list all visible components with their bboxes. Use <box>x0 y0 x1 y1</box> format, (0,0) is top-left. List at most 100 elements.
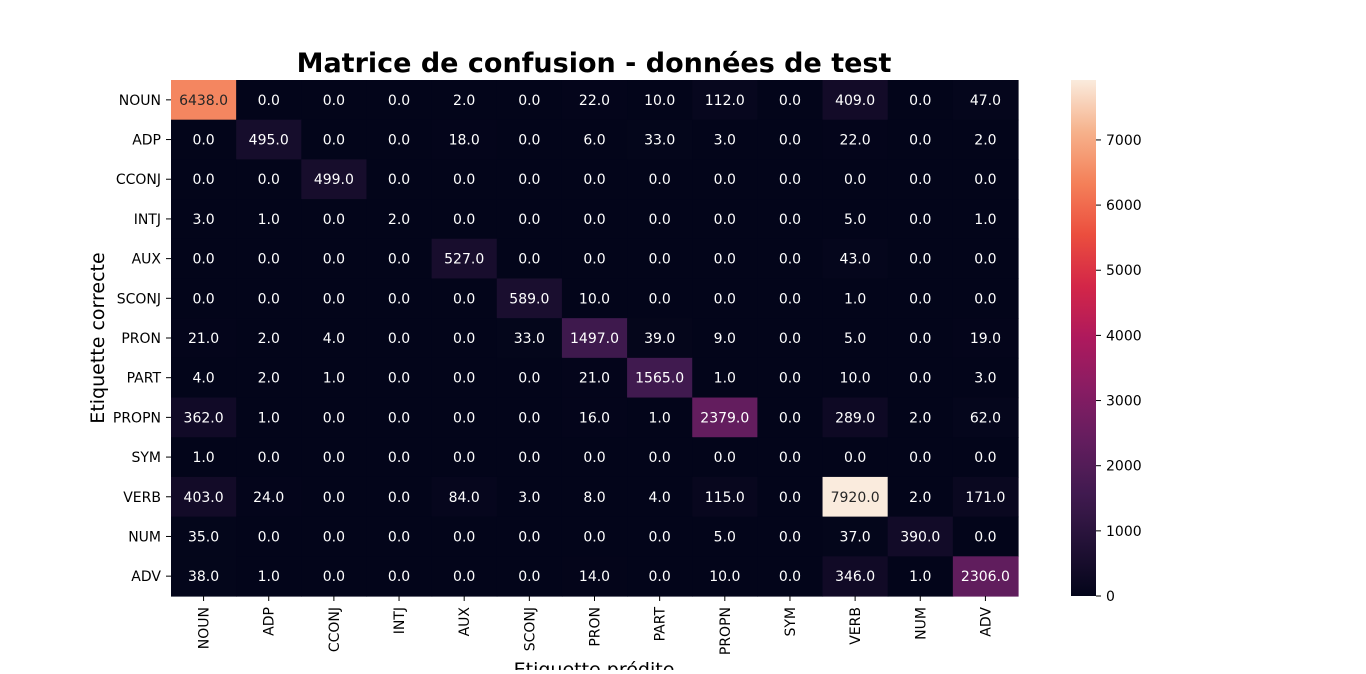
heatmap-cell <box>171 516 237 557</box>
heatmap-cell <box>236 119 302 160</box>
heatmap-cell <box>431 278 498 319</box>
heatmap-cell <box>757 318 824 359</box>
cell-value-label: 47.0 <box>970 93 1001 109</box>
y-tick-label: VERB <box>123 490 161 506</box>
heatmap-cell <box>236 357 302 399</box>
cell-value-label: 10.0 <box>709 569 740 585</box>
cell-value-label: 0.0 <box>388 410 410 426</box>
cell-value-label: 171.0 <box>965 490 1005 506</box>
heatmap-cell <box>496 556 563 597</box>
cell-value-label: 84.0 <box>449 490 480 506</box>
heatmap-cell <box>627 80 693 121</box>
heatmap-cell <box>887 516 954 557</box>
cell-value-label: 0.0 <box>779 410 801 426</box>
cell-value-label: 0.0 <box>453 410 475 426</box>
cell-value-label: 0.0 <box>649 252 671 268</box>
x-tick-label: SYM <box>783 607 799 637</box>
cell-value-label: 390.0 <box>900 529 940 545</box>
x-tick-label: INTJ <box>392 607 408 634</box>
cell-value-label: 10.0 <box>644 93 675 109</box>
colorbar <box>1071 80 1096 596</box>
heatmap-cell <box>431 199 498 240</box>
heatmap-cell <box>627 516 693 557</box>
cell-value-label: 0.0 <box>974 172 996 188</box>
x-tick-label: ADP <box>262 607 278 636</box>
heatmap-cell <box>757 119 824 160</box>
heatmap-cell <box>171 476 237 518</box>
heatmap-cell <box>627 278 693 319</box>
heatmap-cell <box>236 199 302 240</box>
cell-value-label: 403.0 <box>184 490 224 506</box>
heatmap-cell <box>757 159 824 200</box>
heatmap-cell <box>236 437 302 478</box>
heatmap-cell <box>236 238 302 280</box>
heatmap-cell <box>757 556 824 597</box>
heatmap-cell <box>366 318 433 359</box>
heatmap-cell <box>757 199 824 240</box>
cell-value-label: 8.0 <box>583 490 605 506</box>
y-tick-label: CCONJ <box>116 172 161 188</box>
heatmap-cell <box>496 318 563 359</box>
cell-value-label: 0.0 <box>779 371 801 387</box>
cell-value-label: 0.0 <box>388 93 410 109</box>
heatmap-cell <box>301 397 368 438</box>
cell-value-label: 0.0 <box>909 133 931 149</box>
cell-value-label: 21.0 <box>579 371 610 387</box>
x-tick-label: CCONJ <box>327 607 343 652</box>
heatmap-cell <box>496 397 563 438</box>
heatmap-cell <box>171 119 237 160</box>
cell-value-label: 4.0 <box>192 371 214 387</box>
heatmap-cell <box>366 476 433 518</box>
cell-value-label: 0.0 <box>714 212 736 228</box>
cell-value-label: 0.0 <box>714 450 736 466</box>
cell-value-label: 2.0 <box>258 371 280 387</box>
heatmap-cell <box>171 437 237 478</box>
cell-value-label: 0.0 <box>583 172 605 188</box>
heatmap-cell <box>692 516 758 557</box>
heatmap-cell <box>561 80 628 121</box>
colorbar-tick-label: 1000 <box>1106 524 1142 540</box>
cell-value-label: 409.0 <box>835 93 875 109</box>
heatmap-cell <box>822 357 889 399</box>
cell-value-label: 0.0 <box>518 529 540 545</box>
heatmap-cell <box>952 318 1019 359</box>
cell-value-label: 0.0 <box>323 450 345 466</box>
heatmap-cell <box>301 476 368 518</box>
heatmap-cell <box>822 516 889 557</box>
heatmap-cell <box>301 238 368 280</box>
heatmap-cell <box>236 556 302 597</box>
cell-value-label: 7920.0 <box>831 490 880 506</box>
heatmap-cell <box>887 437 954 478</box>
heatmap-cell <box>627 397 693 438</box>
heatmap-cell <box>236 80 302 121</box>
colorbar-tick-label: 4000 <box>1106 328 1142 344</box>
cell-value-label: 0.0 <box>453 291 475 307</box>
heatmap-cell <box>366 238 433 280</box>
cell-value-label: 0.0 <box>779 490 801 506</box>
cell-value-label: 0.0 <box>258 291 280 307</box>
cell-value-label: 0.0 <box>909 331 931 347</box>
heatmap-cell <box>496 119 563 160</box>
cell-value-label: 1.0 <box>258 212 280 228</box>
x-tick-label: AUX <box>457 607 473 637</box>
cell-value-label: 289.0 <box>835 410 875 426</box>
y-tick-label: PROPN <box>113 410 161 426</box>
cell-value-label: 0.0 <box>388 450 410 466</box>
cell-value-label: 0.0 <box>583 529 605 545</box>
heatmap-cell <box>952 199 1019 240</box>
y-tick-label: NOUN <box>119 93 161 109</box>
heatmap-cell <box>561 556 628 597</box>
heatmap-cell <box>236 318 302 359</box>
heatmap-cell <box>301 199 368 240</box>
heatmap-cell <box>757 238 824 280</box>
heatmap-cell <box>692 476 758 518</box>
cell-value-label: 3.0 <box>518 490 540 506</box>
cell-value-label: 0.0 <box>844 450 866 466</box>
heatmap-cell <box>692 318 758 359</box>
cell-value-label: 1.0 <box>192 450 214 466</box>
cell-value-label: 0.0 <box>779 133 801 149</box>
cell-value-label: 2.0 <box>453 93 475 109</box>
heatmap-cell <box>366 80 433 121</box>
heatmap-cell <box>627 556 693 597</box>
